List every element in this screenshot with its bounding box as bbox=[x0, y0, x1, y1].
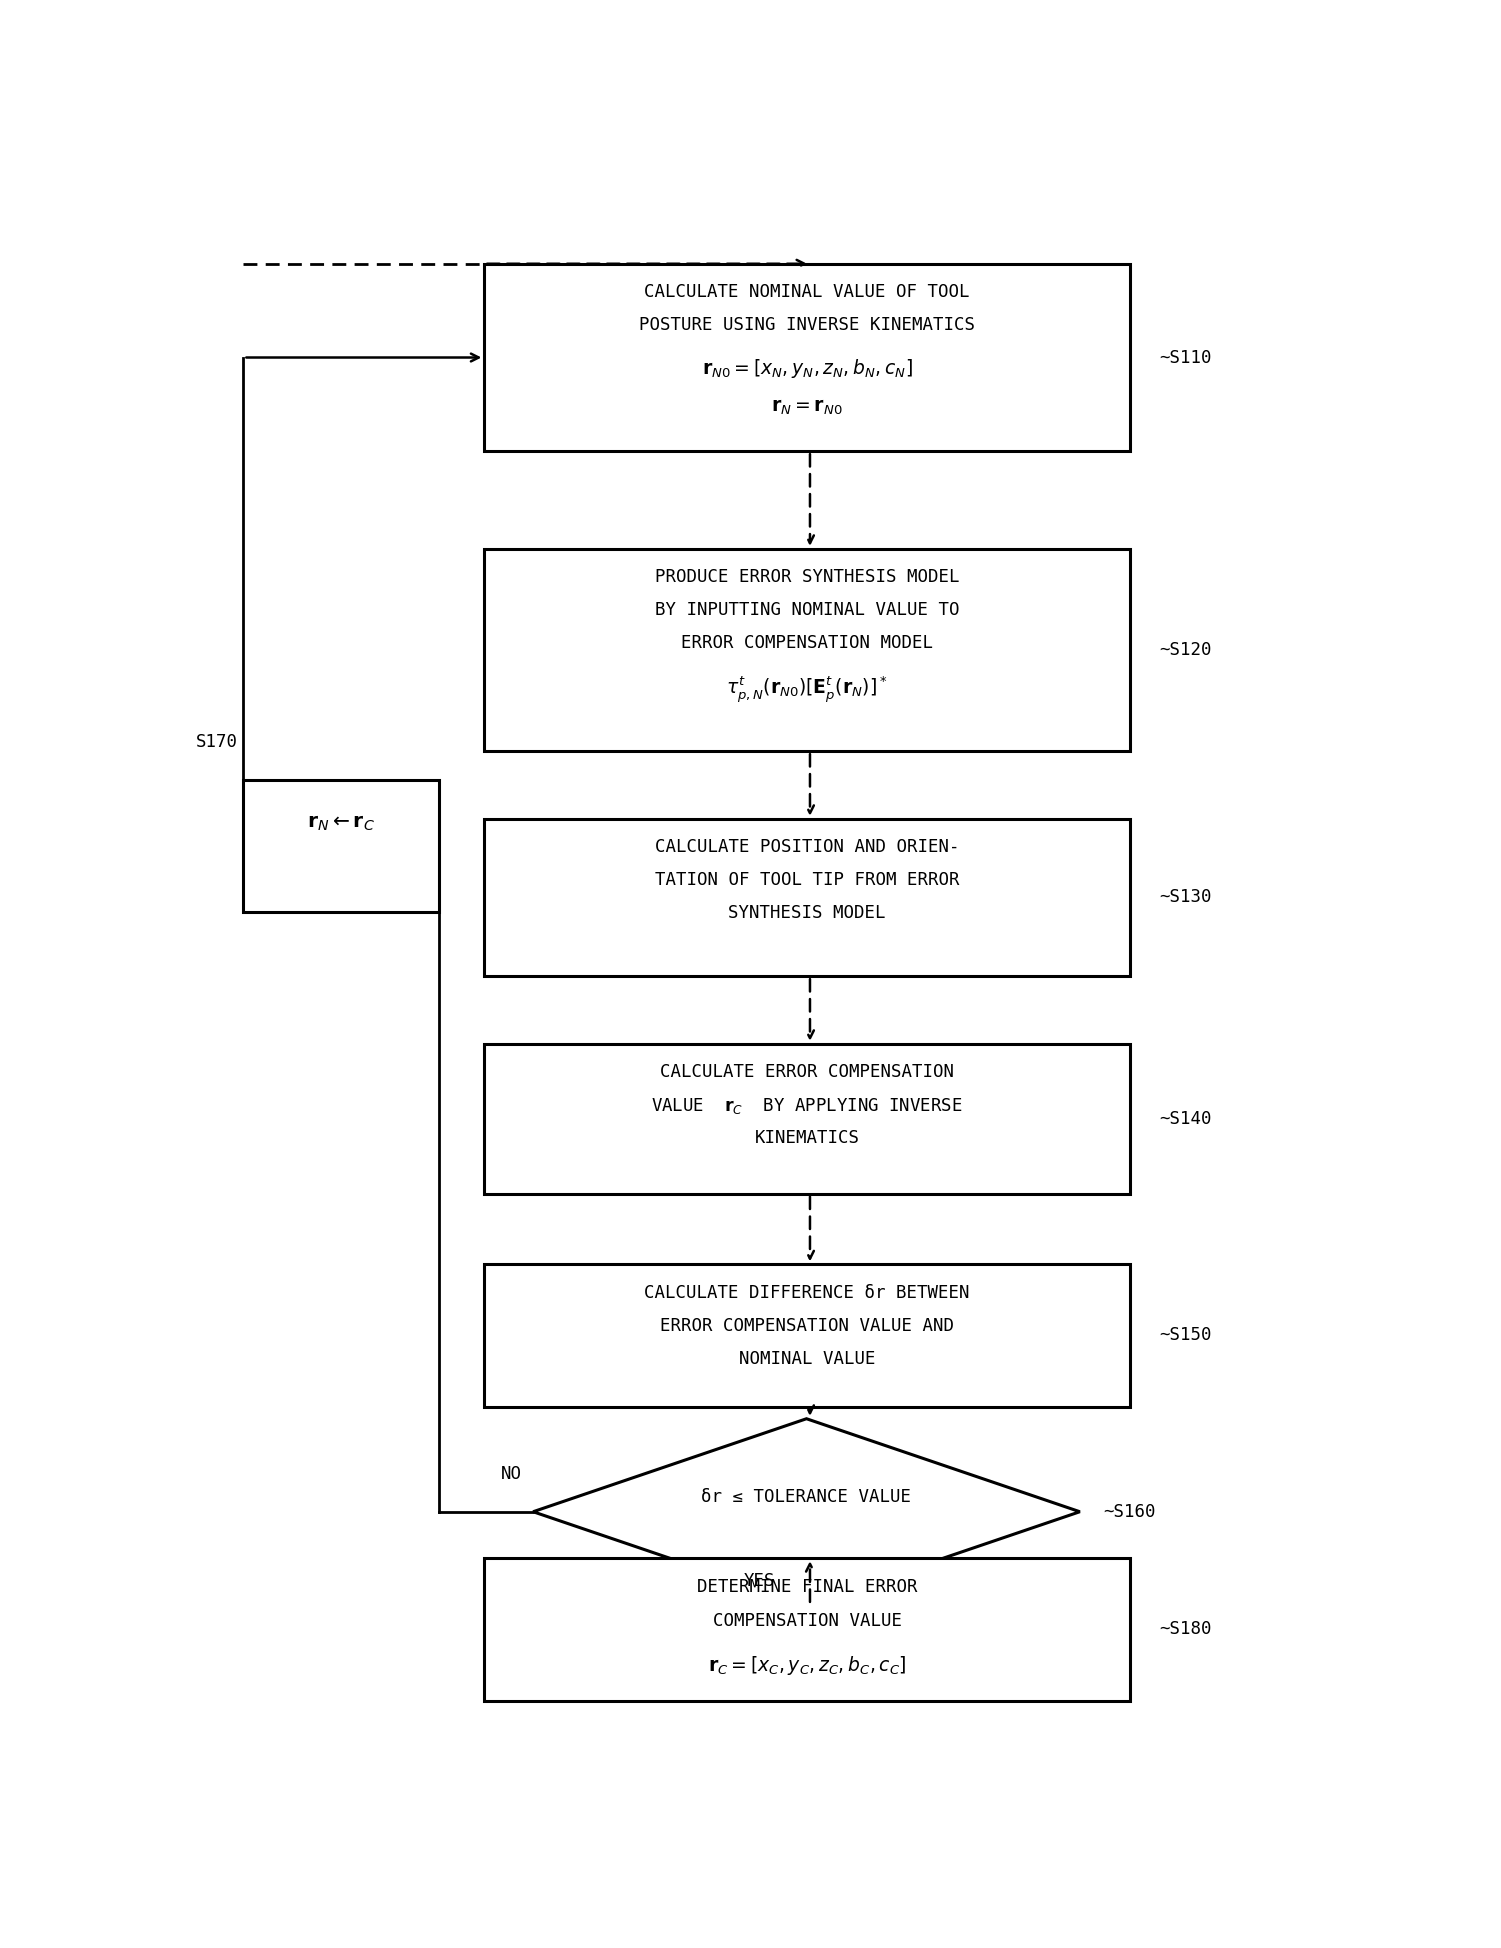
Text: $\mathbf{r}_{N0}=[x_N,y_N,z_N,b_N,c_N]$: $\mathbf{r}_{N0}=[x_N,y_N,z_N,b_N,c_N]$ bbox=[701, 356, 913, 380]
Text: $\mathbf{r}_N \leftarrow \mathbf{r}_C$: $\mathbf{r}_N \leftarrow \mathbf{r}_C$ bbox=[308, 814, 375, 834]
Text: ~S140: ~S140 bbox=[1159, 1110, 1211, 1128]
Text: S170: S170 bbox=[195, 732, 237, 752]
Text: POSTURE USING INVERSE KINEMATICS: POSTURE USING INVERSE KINEMATICS bbox=[639, 316, 976, 335]
Text: PRODUCE ERROR SYNTHESIS MODEL: PRODUCE ERROR SYNTHESIS MODEL bbox=[654, 569, 959, 586]
Text: VALUE  $\mathbf{r}_C$  BY APPLYING INVERSE: VALUE $\mathbf{r}_C$ BY APPLYING INVERSE bbox=[651, 1097, 962, 1116]
FancyBboxPatch shape bbox=[485, 1558, 1130, 1701]
Text: CALCULATE ERROR COMPENSATION: CALCULATE ERROR COMPENSATION bbox=[660, 1064, 955, 1081]
Text: ~S130: ~S130 bbox=[1159, 888, 1211, 906]
Text: ERROR COMPENSATION VALUE AND: ERROR COMPENSATION VALUE AND bbox=[660, 1317, 955, 1334]
Text: CALCULATE POSITION AND ORIEN-: CALCULATE POSITION AND ORIEN- bbox=[654, 838, 959, 857]
FancyBboxPatch shape bbox=[485, 549, 1130, 752]
Polygon shape bbox=[533, 1418, 1079, 1605]
Text: SYNTHESIS MODEL: SYNTHESIS MODEL bbox=[728, 904, 886, 921]
Text: ~S150: ~S150 bbox=[1159, 1327, 1211, 1344]
Text: YES: YES bbox=[743, 1572, 775, 1590]
Text: ERROR COMPENSATION MODEL: ERROR COMPENSATION MODEL bbox=[681, 635, 934, 653]
Text: NOMINAL VALUE: NOMINAL VALUE bbox=[738, 1350, 875, 1367]
Text: KINEMATICS: KINEMATICS bbox=[755, 1130, 860, 1147]
Text: ~S160: ~S160 bbox=[1103, 1502, 1156, 1521]
FancyBboxPatch shape bbox=[485, 1044, 1130, 1194]
Text: ~S120: ~S120 bbox=[1159, 641, 1211, 658]
FancyBboxPatch shape bbox=[485, 1264, 1130, 1406]
Text: TATION OF TOOL TIP FROM ERROR: TATION OF TOOL TIP FROM ERROR bbox=[654, 871, 959, 888]
Text: BY INPUTTING NOMINAL VALUE TO: BY INPUTTING NOMINAL VALUE TO bbox=[654, 602, 959, 619]
Text: δr ≤ TOLERANCE VALUE: δr ≤ TOLERANCE VALUE bbox=[701, 1488, 911, 1506]
Text: DETERMINE FINAL ERROR: DETERMINE FINAL ERROR bbox=[696, 1578, 917, 1595]
Text: NO: NO bbox=[500, 1465, 521, 1482]
Text: ~S110: ~S110 bbox=[1159, 349, 1211, 366]
FancyBboxPatch shape bbox=[243, 779, 438, 912]
Text: COMPENSATION VALUE: COMPENSATION VALUE bbox=[713, 1613, 902, 1630]
FancyBboxPatch shape bbox=[485, 263, 1130, 452]
Text: ~S180: ~S180 bbox=[1159, 1621, 1211, 1638]
Text: $\tau^t_{p,N}(\mathbf{r}_{N0})[\mathbf{E}^t_p(\mathbf{r}_N)]^*$: $\tau^t_{p,N}(\mathbf{r}_{N0})[\mathbf{E… bbox=[726, 674, 887, 705]
Text: CALCULATE NOMINAL VALUE OF TOOL: CALCULATE NOMINAL VALUE OF TOOL bbox=[644, 282, 970, 302]
Text: $\mathbf{r}_C=[x_C,y_C,z_C,b_C,c_C]$: $\mathbf{r}_C=[x_C,y_C,z_C,b_C,c_C]$ bbox=[708, 1654, 907, 1677]
FancyBboxPatch shape bbox=[485, 818, 1130, 976]
Text: CALCULATE DIFFERENCE δr BETWEEN: CALCULATE DIFFERENCE δr BETWEEN bbox=[644, 1284, 970, 1301]
Text: $\mathbf{r}_N = \mathbf{r}_{N0}$: $\mathbf{r}_N = \mathbf{r}_{N0}$ bbox=[772, 397, 844, 417]
